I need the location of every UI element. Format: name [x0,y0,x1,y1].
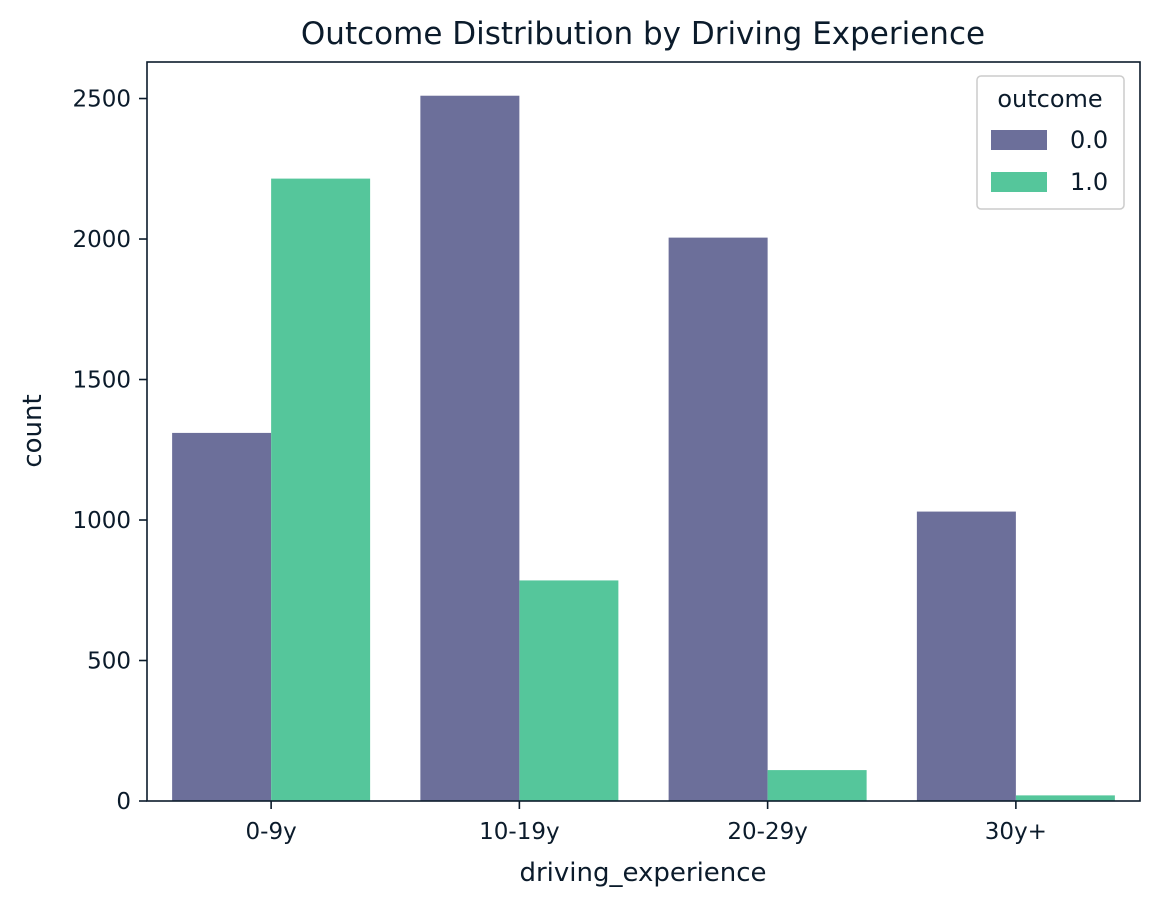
legend-swatch-series-1 [991,172,1047,192]
y-axis-ticks: 0 500 1000 1500 2000 2500 [72,87,147,815]
x-tick-label: 10-19y [479,819,559,845]
x-tick-label: 20-29y [727,819,807,845]
y-tick-label: 2500 [72,87,131,113]
bar-10-19y-series-0.0 [420,95,520,801]
x-tick-label: 30y+ [985,819,1047,845]
legend-label-series-1: 1.0 [1070,168,1108,196]
plot-frame [146,61,1141,802]
bar-0-9y-series-0.0 [172,432,272,801]
bar-10-19y-series-1.0 [519,580,619,801]
x-axis-label: driving_experience [519,858,766,888]
bar-0-9y-series-1.0 [271,178,371,802]
bar-30y+-series-1.0 [1015,795,1115,801]
x-tick-label: 0-9y [246,819,297,845]
y-tick-label: 1000 [72,508,131,534]
legend-title: outcome [997,85,1102,113]
x-axis-ticks: 0-9y 10-19y 20-29y 30y+ [246,801,1047,845]
y-tick-label: 0 [116,789,131,815]
bar-30y+-series-0.0 [916,511,1016,801]
bars-group [172,95,1115,802]
y-tick-label: 1500 [72,368,131,394]
y-tick-label: 2000 [72,227,131,253]
chart-title: Outcome Distribution by Driving Experien… [301,16,985,52]
legend-swatch-series-0 [991,130,1047,150]
bar-20-29y-series-1.0 [767,770,867,801]
bar-20-29y-series-0.0 [668,237,768,802]
y-tick-label: 500 [87,649,131,675]
legend-label-series-0: 0.0 [1070,126,1108,154]
legend: outcome 0.0 1.0 [976,75,1125,210]
y-axis-label: count [18,394,48,467]
